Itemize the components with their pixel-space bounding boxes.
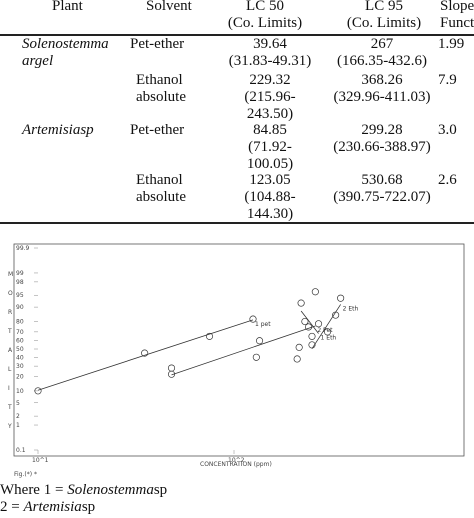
y-axis-letter: Y — [7, 423, 12, 430]
y-tick-label: 90 — [16, 304, 24, 311]
y-tick-label: 2 — [16, 413, 20, 420]
y-axis-letter: R — [8, 309, 12, 316]
row3-plant: Artemisiasp — [22, 122, 94, 138]
row1-lc95: 267 (166.35-432.6) — [337, 36, 427, 69]
data-point — [255, 337, 264, 345]
row4-solvent: Ethanol absolute — [136, 172, 186, 205]
y-axis-letter: M — [8, 271, 13, 278]
table-bottom-rule — [0, 222, 474, 224]
data-point — [297, 299, 305, 307]
y-axis-letter: T — [7, 328, 12, 335]
data-point — [337, 294, 345, 302]
y-axis-letter: A — [8, 347, 13, 354]
row1-plant: Solenostemma argel — [22, 36, 109, 69]
data-point — [295, 343, 303, 351]
y-tick-label: 20 — [16, 374, 24, 381]
data-point — [332, 311, 340, 319]
data-point — [301, 317, 309, 326]
header-plant: Plant — [52, 0, 83, 14]
data-point — [323, 328, 332, 336]
header-lc95: LC 95 (Co. Limits) — [346, 0, 422, 31]
data-point — [167, 364, 176, 372]
y-tick-label: 10 — [16, 388, 24, 395]
caption-line-1: Where 1 = Solenostemmasp — [0, 482, 168, 498]
row3-lc95: 299.28 (230.66-388.97) — [333, 122, 431, 155]
y-tick-label: 60 — [16, 338, 24, 345]
y-tick-label: 99.9 — [16, 245, 30, 252]
series-label: 1 pet — [255, 321, 271, 328]
row2-solvent: Ethanol absolute — [136, 72, 186, 105]
y-axis-letter: I — [8, 385, 10, 392]
row1-lc50: 39.64 (31.83-49.31) — [228, 36, 312, 69]
row2-slope: 7.9 — [438, 72, 457, 88]
header-slope: SlopeFunction — [440, 0, 474, 31]
row1-solvent: Pet-ether — [130, 36, 185, 52]
y-axis-letter: O — [8, 290, 13, 297]
header-rule — [0, 34, 474, 36]
y-tick-label: 30 — [16, 363, 24, 370]
row2-lc95: 368.26 (329.96-411.03) — [333, 72, 431, 105]
data-point — [311, 288, 319, 296]
probit-chart: 99.9 99 98 95 90 80 70 60 50 40 30 20 10 5 2 1 0.1 10^1 1… — [0, 228, 474, 480]
y-axis-letter: T — [7, 404, 12, 411]
series-label: 2 Pet — [317, 327, 333, 334]
data-point — [314, 320, 323, 328]
y-tick-label: 40 — [16, 354, 24, 361]
caption-line-2: 2 = Artemisiasp — [0, 499, 96, 515]
y-tick-label: 1 — [16, 422, 20, 429]
row4-lc50: 123.05 (104.88- 144.30) — [244, 172, 296, 222]
data-point — [252, 353, 260, 361]
data-point — [293, 355, 301, 363]
plot-frame — [13, 243, 465, 457]
header-solvent: Solvent — [146, 0, 192, 14]
data-point — [308, 341, 316, 349]
y-tick-label: 98 — [16, 279, 24, 286]
y-tick-label: 80 — [16, 318, 24, 325]
data-point — [34, 387, 42, 395]
figure-footnote: Fig.(*) * — [14, 471, 37, 478]
y-tick-label: 5 — [16, 400, 20, 407]
data-point — [205, 332, 214, 340]
regression-line — [300, 310, 319, 334]
y-tick-label: 0.1 — [16, 447, 26, 454]
figure-caption: Where 1 = Solenostemmasp 2 = Artemisiasp — [0, 482, 167, 516]
regression-line — [37, 319, 254, 391]
header-lc50: LC 50 (Co. Limits) — [227, 0, 303, 31]
row4-slope: 2.6 — [438, 172, 457, 188]
x-tick-label: 10^2 — [228, 457, 245, 464]
x-tick-label: 10^1 — [32, 457, 49, 464]
data-point — [249, 315, 257, 323]
y-tick-label: 95 — [16, 292, 24, 299]
row3-slope: 3.0 — [438, 122, 457, 138]
y-axis-letter: L — [8, 366, 12, 373]
row3-lc50: 84.85 (71.92- 100.05) — [246, 122, 294, 172]
y-tick-label: 99 — [16, 270, 24, 277]
row1-slope: 1.99 — [438, 36, 465, 52]
row3-solvent: Pet-ether — [130, 122, 185, 138]
series-label: 2 Eth — [343, 305, 359, 312]
row4-lc95: 530.68 (390.75-722.07) — [333, 172, 431, 205]
series-label: 1 Eth — [321, 335, 337, 342]
data-point — [304, 323, 313, 331]
y-tick-label: 70 — [16, 329, 24, 336]
y-tick-label: 50 — [16, 346, 24, 353]
data-point — [308, 332, 316, 340]
row2-lc50: 229.32 (215.96- 243.50) — [244, 72, 296, 122]
data-point — [141, 349, 149, 357]
regression-line — [171, 325, 316, 376]
x-axis-label: CONCENTRATION (ppm) — [200, 461, 272, 468]
